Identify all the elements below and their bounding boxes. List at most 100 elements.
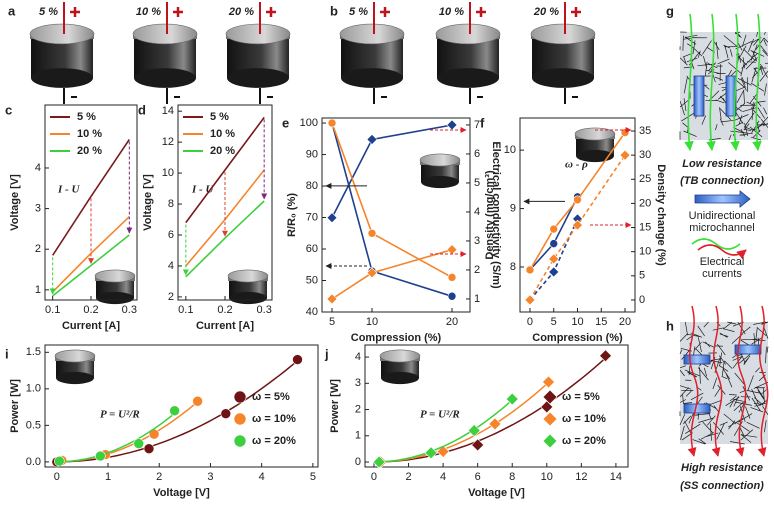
- legend-marker: [542, 389, 558, 405]
- x-tick-label: 4: [440, 471, 446, 483]
- panel-letter: d: [138, 102, 146, 117]
- y-tick-label: 2: [168, 291, 174, 303]
- diamond-marker: [436, 445, 450, 458]
- legend-label: 10 %: [210, 128, 235, 140]
- legend-label: ω = 5%: [252, 391, 290, 403]
- series-line: [52, 216, 130, 293]
- diamond-marker: [366, 267, 378, 279]
- fit-curve: [374, 399, 513, 463]
- y-tick-label: 100: [300, 117, 318, 129]
- x-tick-label: 4: [259, 471, 265, 483]
- sample-bottom: [421, 175, 459, 189]
- current-line: [687, 305, 699, 457]
- sample-icon: [227, 269, 269, 305]
- sample-top: [419, 153, 461, 167]
- y-tick-label: 1: [355, 430, 361, 442]
- x-tick-label: 20: [446, 316, 458, 328]
- y-tick-label: 9: [510, 202, 516, 214]
- plot-frame: [321, 117, 471, 313]
- caption-line: (SS connection): [680, 480, 764, 492]
- current-line: [730, 13, 740, 151]
- current-line: [735, 305, 747, 457]
- sample-icon: [54, 349, 96, 385]
- x-tick-label: 0: [527, 316, 533, 328]
- y-tick-label: 6: [168, 229, 174, 241]
- diamond-marker: [619, 149, 631, 161]
- sample-top: [225, 23, 291, 45]
- current-line: [684, 13, 694, 151]
- y2-tick-label: 2: [474, 264, 480, 276]
- y-axis-title: Voltage [V]: [142, 174, 154, 231]
- x-tick-label: 5: [551, 316, 557, 328]
- diamond-marker: [505, 392, 519, 406]
- sample-icon: [419, 153, 461, 189]
- legend-channel-icon: [694, 190, 751, 208]
- caption-line: (TB connection): [680, 175, 764, 187]
- circle-marker: [573, 195, 582, 205]
- caption-line: Low resistance: [682, 158, 761, 170]
- sample-bottom: [56, 371, 94, 385]
- x-tick-label: 14: [610, 471, 622, 483]
- legend-text: currents: [702, 268, 742, 280]
- y-tick-label: 70: [306, 211, 318, 223]
- y-tick-label: 4: [168, 260, 174, 272]
- panel-letter: e: [282, 115, 289, 130]
- circle-marker: [447, 273, 457, 282]
- sample-bottom: [31, 68, 93, 88]
- y2-tick-label: 25: [639, 173, 651, 185]
- y-tick-label: 90: [306, 148, 318, 160]
- circle-marker: [367, 228, 377, 238]
- legend-marker: [233, 390, 247, 404]
- compression-label: 20 %: [533, 6, 559, 18]
- sample-icon: [29, 23, 95, 88]
- diamond-marker: [326, 212, 338, 224]
- x-tick-label: 2: [156, 471, 162, 483]
- sample-top: [227, 269, 269, 283]
- y-tick-label: 40: [306, 306, 318, 318]
- legend-label: 5 %: [77, 111, 96, 123]
- sample-bottom: [437, 68, 499, 88]
- y-tick-label: 8: [168, 198, 174, 210]
- legend-label: ω = 10%: [562, 413, 606, 425]
- legend-label: 5 %: [210, 111, 229, 123]
- foam-texture: [679, 31, 769, 141]
- series-line: [185, 200, 265, 278]
- circle-marker: [54, 455, 65, 467]
- diamond-marker: [599, 349, 612, 363]
- diamond-marker: [326, 293, 338, 305]
- circle-marker: [327, 118, 337, 128]
- x-axis-title: Compression (%): [351, 332, 442, 344]
- x-tick-label: 15: [595, 316, 607, 328]
- y-tick-label: 2: [35, 243, 41, 255]
- x-axis-title: Compression (%): [532, 332, 623, 344]
- legend-current-red: [697, 244, 747, 260]
- circle-marker: [220, 408, 232, 419]
- sample-bottom: [532, 68, 594, 88]
- sample-bottom: [229, 291, 267, 305]
- microchannel-arrow: [725, 75, 737, 117]
- diamond-marker: [471, 438, 485, 452]
- y-axis-title: Power [W]: [329, 379, 341, 433]
- panel-letter: b: [330, 3, 338, 18]
- diamond-marker: [548, 266, 560, 278]
- x-axis-title: Voltage [V]: [153, 487, 210, 499]
- x-tick-label: 3: [207, 471, 213, 483]
- circle-marker: [292, 354, 303, 365]
- y-tick-label: 80: [306, 180, 318, 192]
- series-line: [52, 139, 130, 256]
- current-line: [711, 305, 723, 457]
- x-axis-title: Voltage [V]: [468, 487, 525, 499]
- diamond-marker: [424, 446, 438, 460]
- legend-marker: [542, 433, 558, 449]
- legend-label: ω = 20%: [252, 435, 296, 447]
- y-tick-label: 60: [306, 243, 318, 255]
- y-axis-title: Power [W]: [9, 379, 21, 433]
- x-tick-label: 0.3: [257, 304, 272, 316]
- sample-icon: [530, 23, 596, 88]
- sample-top: [54, 349, 96, 363]
- x-axis-title: Current [A]: [62, 320, 120, 332]
- sample-bottom: [96, 291, 134, 305]
- fit-curve: [374, 357, 606, 463]
- circle-marker: [95, 450, 106, 462]
- series-line: [52, 234, 130, 297]
